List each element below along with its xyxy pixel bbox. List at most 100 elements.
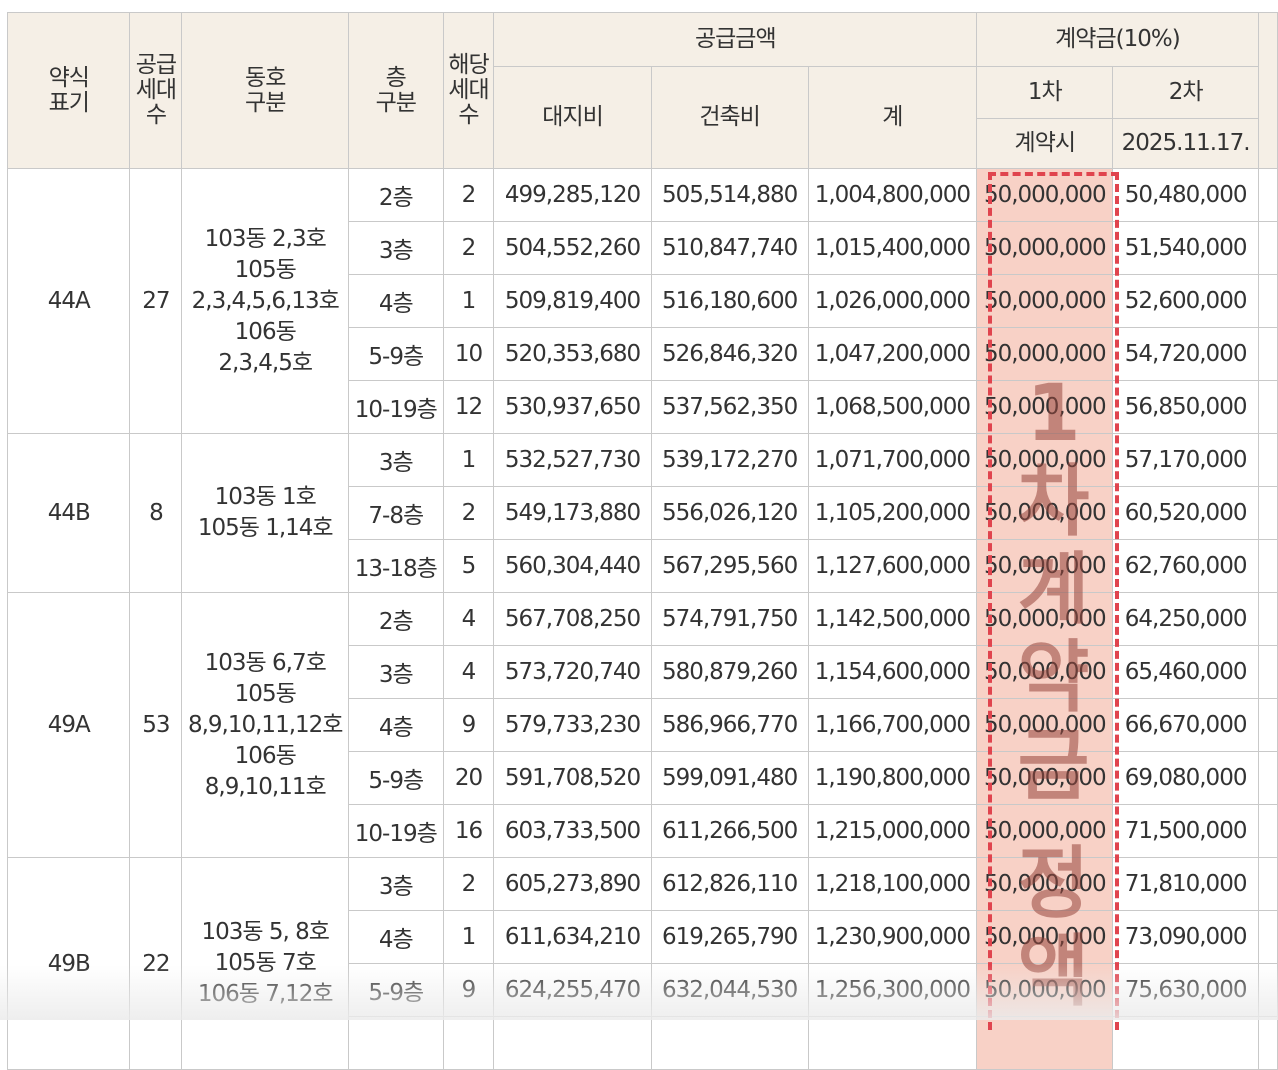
second-deposit-cell: 50,480,000 [1112,168,1259,222]
second-deposit-cell: 66,670,000 [1112,698,1259,752]
land-cost-cell: 530,937,650 [493,380,652,434]
table-row: 10-19층 16 603,733,500 611,266,500 1,215,000,… [8,804,1278,858]
table-row: 5-9층 20 591,708,520 599,091,480 1,190,800,00… [8,751,1278,805]
supply-count-cell: 53 [129,592,183,858]
building-cost-cell: 567,295,560 [650,539,809,593]
type-cell: 49A [6,592,131,858]
total-price-cell: 1,105,200,000 [807,486,978,540]
building-cost-cell: 612,826,110 [650,857,809,911]
supply-count-cell: 27 [129,168,183,434]
total-price-cell: 1,127,600,000 [807,539,978,593]
total-price-cell [807,1016,978,1070]
total-price-cell: 1,071,700,000 [807,433,978,487]
land-cost-cell: 499,285,120 [493,168,652,222]
total-price-cell: 1,166,700,000 [807,698,978,752]
total-price-cell: 1,142,500,000 [807,592,978,646]
header-second: 2차 [1112,66,1259,119]
building-cost-cell: 574,791,750 [650,592,809,646]
land-cost-cell [493,1016,652,1070]
land-cost-cell: 573,720,740 [493,645,652,699]
header-land: 대지비 [493,66,652,169]
first-deposit-cell: 50,000,000 [976,645,1114,699]
floor-cell: 2층 [348,592,444,646]
units-desc-line: 8,9,10,11호 [204,773,327,800]
building-cost-cell: 539,172,270 [650,433,809,487]
building-cost-cell: 556,026,120 [650,486,809,540]
second-deposit-cell: 71,500,000 [1112,804,1259,858]
header-supply-units: 공급 세대 수 [129,12,183,169]
floor-cell: 3층 [348,645,444,699]
unit-count-cell: 2 [442,168,495,222]
units-desc-line: 103동 5, 8호 [201,919,330,945]
floor-cell: 7-8층 [348,486,444,540]
second-deposit-cell: 71,810,000 [1112,857,1259,911]
table-row: 3층 4 573,720,740 580,879,260 1,154,600,000 50… [8,645,1278,699]
table-row: 5-9층 10 520,353,680 526,846,320 1,047,200,00… [8,327,1278,381]
unit-count-cell: 4 [442,592,495,646]
units-desc-line: 2,3,4,5,6,13호 [191,287,340,314]
unit-count-cell: 10 [442,327,495,381]
table-row: 44A 27 103동 2,3호 105동 2,3,4,5,6,13호 106동 2,3,4… [6,168,1278,434]
header-building: 건축비 [650,66,809,169]
supply-count-cell: 22 [129,857,183,1070]
table-row: 4층 1 509,819,400 516,180,600 1,026,000,000 50… [8,274,1278,328]
total-price-cell: 1,256,300,000 [807,963,978,1017]
total-price-cell: 1,190,800,000 [807,751,978,805]
header-deposit: 계약금(10%) [976,12,1259,67]
floor-cell: 3층 [348,221,444,275]
table-row: 4층 1 611,634,210 619,265,790 1,230,900,000 50… [8,910,1278,964]
overflow-cell [1257,751,1278,805]
unit-count-cell: 1 [442,274,495,328]
first-deposit-cell: 50,000,000 [976,327,1114,381]
type-cell: 44B [6,433,131,593]
land-cost-cell: 579,733,230 [493,698,652,752]
floor-cell: 5-9층 [348,751,444,805]
units-desc-cell: 103동 2,3호 105동 2,3,4,5,6,13호 106동 2,3,4,5호 [181,168,350,434]
units-desc-line: 103동 6,7호 [204,649,327,676]
first-deposit-cell: 50,000,000 [976,221,1114,275]
building-cost-cell: 537,562,350 [650,380,809,434]
first-deposit-cell: 50,000,000 [976,486,1114,540]
total-price-cell: 1,215,000,000 [807,804,978,858]
header-abbr: 약식 표기 [6,12,131,169]
first-deposit-cell: 50,000,000 [976,168,1114,222]
second-deposit-cell: 54,720,000 [1112,327,1259,381]
land-cost-cell: 509,819,400 [493,274,652,328]
first-deposit-cell: 50,000,000 [976,698,1114,752]
header-total: 계 [807,66,978,169]
land-cost-cell: 532,527,730 [493,433,652,487]
first-deposit-cell: 50,000,000 [976,910,1114,964]
second-deposit-cell: 52,600,000 [1112,274,1259,328]
second-deposit-cell: 75,630,000 [1112,963,1259,1017]
units-desc-line: 105동 [234,256,297,283]
header-building-unit: 동호 구분 [181,12,350,169]
unit-count-cell [442,1016,495,1070]
overflow-cell [1257,645,1278,699]
first-deposit-cell [976,1016,1114,1070]
building-cost-cell: 632,044,530 [650,963,809,1017]
overflow-cell [1257,698,1278,752]
table-row: 13-18층 5 560,304,440 567,295,560 1,127,600,0… [8,539,1278,593]
units-desc-line: 106동 [234,318,297,345]
total-price-cell: 1,154,600,000 [807,645,978,699]
table-row: 10-19층 12 530,937,650 537,562,350 1,068,500,… [8,380,1278,434]
overflow-cell [1257,221,1278,275]
overflow-cell [1257,433,1278,487]
overflow-cell [1257,910,1278,964]
unit-count-cell: 2 [442,857,495,911]
unit-count-cell: 2 [442,221,495,275]
building-cost-cell: 619,265,790 [650,910,809,964]
total-price-cell: 1,218,100,000 [807,857,978,911]
first-deposit-cell: 50,000,000 [976,804,1114,858]
units-desc-line: 103동 1호 [214,484,317,510]
price-table-wrapper: 약식 표기 공급 세대 수 동호 구분 층 구분 해당 세대 수 공급금액 계약금(10%) … [6,12,1278,1070]
unit-count-cell: 16 [442,804,495,858]
units-desc-line: 106동 7,12호 [197,981,334,1007]
header-overflow-column [1257,12,1278,169]
table-row: 44B 8 103동 1호 105동 1,14호 3층 1 532,527,730 539,1… [6,433,1278,593]
building-cost-cell: 516,180,600 [650,274,809,328]
first-deposit-cell: 50,000,000 [976,433,1114,487]
floor-cell: 4층 [348,910,444,964]
table-row: 49B 22 103동 5, 8호 105동 7호 106동 7,12호 3층 2 605,2… [6,857,1278,1070]
land-cost-cell: 611,634,210 [493,910,652,964]
